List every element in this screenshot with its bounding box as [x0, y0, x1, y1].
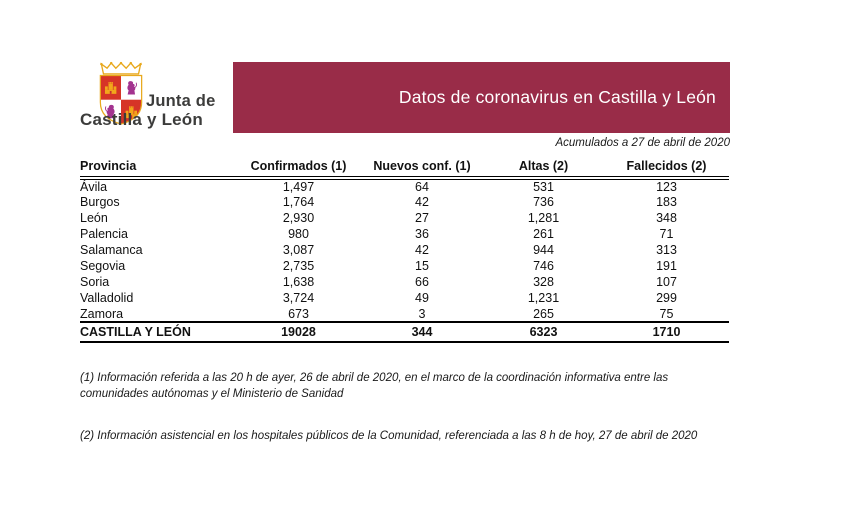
cell-nuevos: 3 [418, 306, 426, 321]
column-header-altas: Altas (2) [483, 157, 604, 180]
cell-fallecidos: 191 [656, 259, 677, 273]
cell-nuevos: 27 [415, 211, 429, 225]
cell-altas: 261 [533, 227, 554, 241]
cell-nuevos: 15 [415, 259, 429, 273]
cell-fallecidos: 107 [656, 275, 677, 289]
cell-altas: 736 [533, 195, 554, 209]
cell-confirmados: 2,930 [282, 211, 315, 225]
total-nuevos: 344 [361, 321, 483, 343]
cell-altas: 1,231 [527, 291, 560, 305]
table-row: Palencia 980 36 261 71 [80, 226, 729, 242]
cell-confirmados: 673 [288, 306, 309, 321]
cell-fallecidos: 348 [656, 211, 677, 225]
crown-icon [100, 62, 142, 75]
page-title: Datos de coronavirus en Castilla y León [398, 87, 716, 107]
cell-provincia: Palencia [80, 227, 128, 241]
column-header-nuevos: Nuevos conf. (1) [361, 157, 483, 180]
cell-provincia: Burgos [80, 195, 120, 209]
cell-fallecidos: 313 [656, 243, 677, 257]
cell-confirmados: 980 [288, 227, 309, 241]
cell-fallecidos: 183 [656, 195, 677, 209]
table-row: León 2,930 27 1,281 348 [80, 210, 729, 226]
table-row: Salamanca 3,087 42 944 313 [80, 242, 729, 258]
column-header-confirmados: Confirmados (1) [236, 157, 361, 180]
total-label: CASTILLA Y LEÓN [80, 321, 236, 343]
title-banner: Datos de coronavirus en Castilla y León [233, 62, 730, 133]
cell-provincia: Salamanca [80, 243, 143, 257]
footnote-1: (1) Información referida a las 20 h de a… [80, 372, 669, 400]
cell-altas: 265 [533, 306, 554, 321]
total-fallecidos: 1710 [604, 321, 729, 343]
covid-data-table: Provincia Confirmados (1) Nuevos conf. (… [80, 157, 729, 343]
cell-provincia: Soria [80, 275, 110, 289]
cell-provincia: Ávila [80, 180, 108, 194]
footnotes: (1) Información referida a las 20 h de a… [80, 370, 720, 444]
logo-text-line1: Junta de [146, 92, 216, 110]
cell-confirmados: 3,724 [282, 291, 315, 305]
cell-nuevos: 36 [415, 227, 429, 241]
header-row: Provincia Confirmados (1) Nuevos conf. (… [80, 157, 729, 180]
footnote-2: (2) Información asistencial en los hospi… [80, 430, 698, 442]
cell-confirmados: 1,497 [282, 180, 315, 194]
cell-altas: 1,281 [527, 211, 560, 225]
cell-altas: 746 [533, 259, 554, 273]
cell-confirmados: 1,638 [282, 275, 315, 289]
cell-confirmados: 3,087 [282, 243, 315, 257]
cell-confirmados: 1,764 [282, 195, 315, 209]
cell-nuevos: 66 [415, 275, 429, 289]
cell-provincia: Segovia [80, 259, 126, 273]
cell-provincia: León [80, 211, 108, 225]
cell-altas: 531 [533, 180, 554, 194]
table-row: Zamora 673 3 265 75 [80, 306, 729, 322]
cell-provincia: Valladolid [80, 291, 134, 305]
cell-altas: 944 [533, 243, 554, 257]
table-row: Soria 1,638 66 328 107 [80, 274, 729, 290]
table-row: Burgos 1,764 42 736 183 [80, 194, 729, 210]
cell-fallecidos: 71 [659, 227, 674, 241]
cell-altas: 328 [533, 275, 554, 289]
column-header-fallecidos: Fallecidos (2) [604, 157, 729, 180]
subtitle-date: Acumulados a 27 de abril de 2020 [555, 137, 730, 149]
table-row: Valladolid 3,724 49 1,231 299 [80, 290, 729, 306]
cell-fallecidos: 123 [656, 180, 677, 194]
cell-provincia: Zamora [80, 306, 124, 321]
cell-nuevos: 42 [415, 195, 429, 209]
cell-confirmados: 2,735 [282, 259, 315, 273]
cell-nuevos: 49 [415, 291, 429, 305]
cell-nuevos: 64 [415, 180, 429, 194]
cell-fallecidos: 299 [656, 291, 677, 305]
column-header-provincia: Provincia [80, 157, 236, 180]
cell-fallecidos: 75 [659, 306, 674, 321]
junta-castilla-leon-emblem-icon [99, 61, 143, 125]
table-row: Segovia 2,735 15 746 191 [80, 258, 729, 274]
table-row: Ávila 1,497 64 531 123 [80, 178, 729, 194]
logo-text-line2: Castilla y León [80, 110, 203, 129]
total-row: CASTILLA Y LEÓN 19028 344 6323 1710 [80, 321, 729, 343]
cell-nuevos: 42 [415, 243, 429, 257]
total-altas: 6323 [483, 321, 604, 343]
total-confirmados: 19028 [236, 321, 361, 343]
